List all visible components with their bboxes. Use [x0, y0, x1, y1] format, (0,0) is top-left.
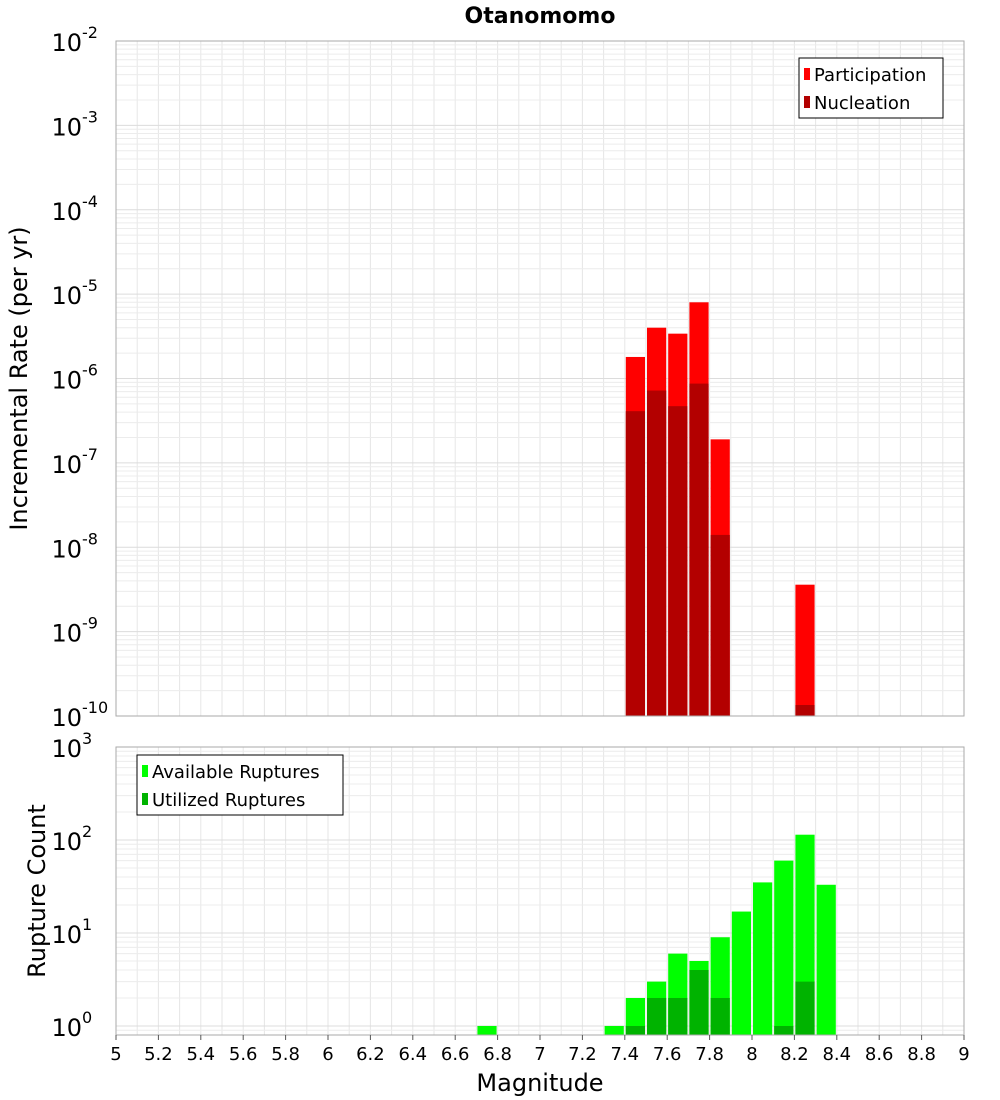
- legend-swatch: [804, 96, 810, 108]
- bar-nucleation: [710, 534, 730, 716]
- y-tick-exponent: -8: [82, 529, 98, 548]
- bars-panel-0: [625, 302, 815, 716]
- x-tick-label: 6.8: [483, 1044, 512, 1065]
- y-tick-exponent: -2: [82, 23, 98, 42]
- y-tick-label: 10: [51, 921, 82, 949]
- x-tick-label: 5.4: [186, 1044, 215, 1065]
- y-tick-label: 10: [51, 367, 82, 395]
- bar-available-ruptures: [731, 911, 751, 1035]
- grid-panel-0: [115, 40, 965, 717]
- x-tick-label: 8.4: [822, 1044, 851, 1065]
- bar-utilized-ruptures: [710, 997, 730, 1035]
- legend-box: [136, 754, 344, 816]
- y-tick-exponent: -10: [82, 698, 108, 717]
- x-tick-label: 7.6: [653, 1044, 682, 1065]
- x-tick-label: 7: [534, 1044, 545, 1065]
- y-tick-exponent: -3: [82, 107, 98, 126]
- legend-swatch: [142, 765, 148, 777]
- plot-frame-0: [115, 40, 965, 717]
- y-tick-label: 10: [51, 535, 82, 563]
- bar-available-ruptures: [816, 884, 836, 1035]
- x-tick-label: 6.2: [356, 1044, 385, 1065]
- bar-utilized-ruptures: [668, 997, 688, 1035]
- x-tick-label: 8.2: [780, 1044, 809, 1065]
- legend-label: Nucleation: [814, 93, 910, 114]
- y-tick-label: 10: [51, 620, 82, 648]
- legend-box: [798, 57, 944, 119]
- bar-utilized-ruptures: [647, 997, 667, 1035]
- y-tick-exponent: 0: [82, 1008, 92, 1027]
- bar-utilized-ruptures: [625, 1025, 645, 1035]
- legend-label: Utilized Ruptures: [152, 790, 305, 811]
- legend-swatch: [142, 793, 148, 805]
- x-tick-label: 8: [746, 1044, 757, 1065]
- x-tick-label: 5.6: [229, 1044, 258, 1065]
- y-tick-label: 10: [51, 198, 82, 226]
- x-tick-label: 9: [958, 1044, 969, 1065]
- y-tick-label: 10: [51, 451, 82, 479]
- bar-available-ruptures: [753, 882, 773, 1035]
- legend-swatch: [804, 68, 810, 80]
- y-axis-label-count: Rupture Count: [23, 804, 51, 978]
- y-tick-label: 10: [51, 828, 82, 856]
- y-tick-exponent: -7: [82, 445, 98, 464]
- bar-available-ruptures: [604, 1025, 624, 1035]
- bar-available-ruptures: [477, 1025, 497, 1035]
- legend-panel-1: Available Ruptures Utilized Ruptures: [136, 754, 344, 816]
- x-tick-label: 7.8: [695, 1044, 724, 1065]
- bar-nucleation: [795, 705, 815, 716]
- y-tick-exponent: -6: [82, 361, 98, 380]
- y-tick-label: 10: [51, 282, 82, 310]
- x-tick-label: 8.6: [865, 1044, 894, 1065]
- x-tick-label: 5: [110, 1044, 121, 1065]
- bar-utilized-ruptures: [795, 981, 815, 1035]
- y-tick-exponent: 3: [82, 729, 92, 748]
- bars-panel-1: [477, 834, 836, 1035]
- x-tick-label: 6: [322, 1044, 333, 1065]
- bar-nucleation: [668, 406, 688, 716]
- y-tick-exponent: -9: [82, 614, 98, 633]
- y-tick-label: 10: [51, 704, 82, 732]
- bar-nucleation: [689, 383, 709, 716]
- bar-available-ruptures: [625, 997, 645, 1035]
- bar-nucleation: [647, 390, 667, 716]
- y-tick-exponent: 2: [82, 822, 92, 841]
- bar-participation: [795, 584, 815, 716]
- x-tick-label: 5.8: [271, 1044, 300, 1065]
- legend-panel-0: Participation Nucleation: [798, 57, 944, 119]
- y-axis-label-rate: Incremental Rate (per yr): [5, 226, 33, 530]
- x-tick-label: 6.6: [441, 1044, 470, 1065]
- x-ticks: 5 5.2 5.4 5.6 5.8 6 6.2 6.4 6.6 6.8 7 7.2 7.4 7.6 7.8 8…: [110, 1035, 970, 1065]
- x-tick-label: 6.4: [398, 1044, 427, 1065]
- y-tick-label: 10: [51, 1014, 82, 1042]
- x-tick-label: 8.8: [907, 1044, 936, 1065]
- bar-available-ruptures: [774, 860, 794, 1035]
- chart-title: Otanomomo: [465, 4, 616, 29]
- legend-label: Available Ruptures: [152, 762, 320, 783]
- bar-utilized-ruptures: [689, 969, 709, 1035]
- y-tick-exponent: -4: [82, 192, 98, 211]
- y-tick-exponent: -5: [82, 276, 98, 295]
- legend-label: Participation: [814, 65, 926, 86]
- x-tick-label: 5.2: [144, 1044, 173, 1065]
- bar-utilized-ruptures: [774, 1025, 794, 1035]
- y-tick-label: 10: [51, 29, 82, 57]
- y-tick-label: 10: [51, 735, 82, 763]
- x-tick-label: 7.4: [610, 1044, 639, 1065]
- x-tick-label: 7.2: [568, 1044, 597, 1065]
- y-tick-exponent: 1: [82, 915, 92, 934]
- x-axis-label: Magnitude: [476, 1069, 603, 1097]
- y-tick-label: 10: [51, 113, 82, 141]
- bar-nucleation: [625, 411, 645, 716]
